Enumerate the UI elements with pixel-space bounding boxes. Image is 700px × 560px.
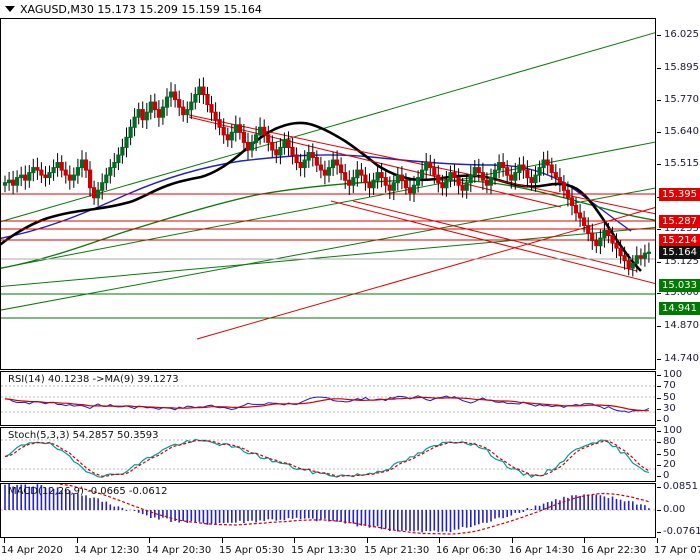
time-tick-label: 17 Apr 07:30	[654, 545, 700, 556]
indicator-tick	[657, 386, 661, 387]
indicator-tick	[657, 510, 661, 511]
time-tick-label: 14 Apr 12:30	[74, 545, 140, 556]
price-tick	[657, 68, 661, 69]
price-marker-resistance[interactable]: 15.287	[659, 215, 700, 228]
indicator-tick-label: -0.0761	[663, 526, 700, 537]
rsi-title: RSI(14) 40.1238 ->MA(9) 39.1273	[8, 374, 179, 385]
time-tick	[294, 538, 295, 543]
rsi-canvas[interactable]	[1, 372, 655, 425]
indicator-tick-label: 0.00	[663, 504, 686, 515]
indicator-tick-label: 20	[663, 459, 676, 470]
price-tick	[657, 164, 661, 165]
time-tick-label: 15 Apr 13:30	[291, 545, 357, 556]
macd-canvas[interactable]	[1, 484, 655, 537]
price-tick	[657, 35, 661, 36]
time-tick	[367, 538, 368, 543]
indicator-tick-label: 50	[663, 448, 676, 459]
time-tick	[149, 538, 150, 543]
price-tick	[657, 359, 661, 360]
price-tick	[657, 229, 661, 230]
price-tick-label: 14.870	[664, 320, 699, 331]
indicator-tick-label: 70	[663, 380, 676, 391]
time-tick-label: 16 Apr 06:30	[436, 545, 502, 556]
time-tick	[222, 538, 223, 543]
price-tick-label: 15.770	[664, 94, 699, 105]
price-tick	[657, 100, 661, 101]
indicator-tick-label: 0.0851	[663, 481, 698, 492]
time-tick	[584, 538, 585, 543]
indicator-tick-label: 0	[663, 470, 670, 481]
price-tick-label: 15.125	[664, 256, 699, 267]
indicator-tick-label: 0	[663, 414, 670, 425]
stoch-pane[interactable]	[0, 427, 656, 482]
time-tick	[657, 538, 658, 543]
indicator-tick-label: 100	[663, 369, 683, 380]
stoch-title: Stoch(5,3,3) 54.2857 50.3593	[8, 430, 159, 441]
price-tick	[657, 326, 661, 327]
indicator-tick	[657, 375, 661, 376]
indicator-tick	[657, 409, 661, 410]
price-tick-label: 14.740	[664, 353, 699, 364]
indicator-tick	[657, 454, 661, 455]
symbol-header: XAGUSD,M30 15.173 15.209 15.159 15.164	[0, 0, 700, 18]
indicator-tick	[657, 476, 661, 477]
price-marker-current-price[interactable]: 15.164	[659, 246, 700, 259]
indicator-tick-label: 30	[663, 403, 676, 414]
macd-title: MACD(12,26,9) -0.0665 -0.0612	[8, 486, 168, 497]
indicator-tick	[657, 420, 661, 421]
price-tick-label: 15.895	[664, 62, 699, 73]
price-tick-label: 15.515	[664, 158, 699, 169]
time-tick-label: 15 Apr 05:30	[219, 545, 285, 556]
price-tick-label: 15.000	[664, 287, 699, 298]
indicator-tick	[657, 465, 661, 466]
price-tick-label: 15.255	[664, 223, 699, 234]
time-tick-label: 14 Apr 2020	[1, 545, 63, 556]
stoch-canvas[interactable]	[1, 428, 655, 481]
price-tick-label: 15.640	[664, 126, 699, 137]
price-tick	[657, 132, 661, 133]
time-tick	[439, 538, 440, 543]
price-marker-resistance[interactable]: 15.214	[659, 234, 700, 247]
time-tick-label: 16 Apr 22:30	[581, 545, 647, 556]
indicator-tick	[657, 442, 661, 443]
symbol-header-text: XAGUSD,M30 15.173 15.209 15.159 15.164	[20, 2, 262, 16]
price-chart-canvas[interactable]	[1, 19, 657, 371]
indicator-tick	[657, 487, 661, 488]
indicator-tick-label: 80	[663, 436, 676, 447]
indicator-tick	[657, 398, 661, 399]
time-tick-label: 15 Apr 21:30	[364, 545, 430, 556]
time-tick-label: 16 Apr 14:30	[509, 545, 575, 556]
price-marker-support[interactable]: 14.941	[659, 302, 700, 315]
price-tick-label: 16.025	[664, 29, 699, 40]
indicator-tick	[657, 431, 661, 432]
time-tick	[512, 538, 513, 543]
price-tick	[657, 262, 661, 263]
indicator-tick-label: 50	[663, 392, 676, 403]
time-tick	[77, 538, 78, 543]
price-marker-resistance[interactable]: 15.395	[659, 188, 700, 201]
indicator-tick-label: 100	[663, 425, 683, 436]
time-tick-label: 14 Apr 20:30	[146, 545, 212, 556]
indicator-tick	[657, 532, 661, 533]
triangle-down-icon[interactable]	[5, 6, 15, 12]
price-marker-support[interactable]: 15.033	[659, 279, 700, 292]
price-tick	[657, 293, 661, 294]
rsi-pane[interactable]	[0, 371, 656, 426]
time-tick	[4, 538, 5, 543]
